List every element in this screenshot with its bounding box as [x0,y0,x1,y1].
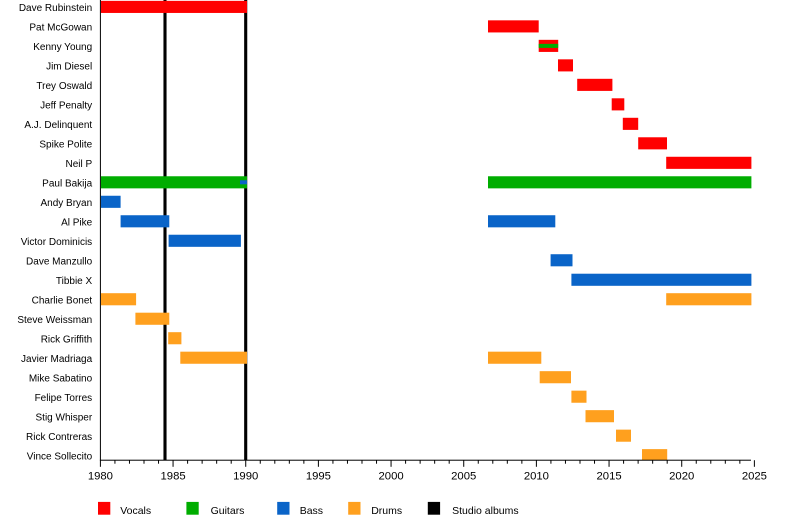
svg-text:Jeff Penalty: Jeff Penalty [40,101,92,112]
svg-text:2005: 2005 [451,471,476,483]
svg-text:Rick Contreras: Rick Contreras [26,432,92,443]
svg-text:2000: 2000 [379,471,404,483]
svg-text:Studio albums: Studio albums [452,505,519,517]
svg-text:Neil P: Neil P [66,159,93,170]
svg-text:1985: 1985 [161,471,186,483]
svg-text:Drums: Drums [371,505,402,517]
svg-text:Trey Oswald: Trey Oswald [36,81,92,92]
svg-text:Al Pike: Al Pike [61,217,93,228]
svg-text:Felipe Torres: Felipe Torres [35,393,93,404]
svg-text:2025: 2025 [742,471,767,483]
svg-text:Javier Madriaga: Javier Madriaga [21,354,93,365]
svg-text:Tibbie X: Tibbie X [56,276,93,287]
svg-text:Pat McGowan: Pat McGowan [29,23,92,34]
svg-text:Vocals: Vocals [120,505,151,517]
svg-text:1995: 1995 [306,471,331,483]
svg-text:Kenny Young: Kenny Young [33,42,92,53]
svg-text:Andy Bryan: Andy Bryan [40,198,92,209]
svg-text:Charlie Bonet: Charlie Bonet [32,295,93,306]
svg-text:Rick Griffith: Rick Griffith [41,334,93,345]
svg-text:2020: 2020 [669,471,694,483]
svg-text:Spike Polite: Spike Polite [39,140,92,151]
svg-text:Dave Rubinstein: Dave Rubinstein [19,3,92,14]
svg-text:Steve Weissman: Steve Weissman [17,315,92,326]
svg-text:Vince Sollecito: Vince Sollecito [27,451,93,462]
svg-text:1980: 1980 [88,471,113,483]
svg-text:2015: 2015 [597,471,622,483]
svg-text:Paul Bakija: Paul Bakija [42,179,92,190]
svg-text:Bass: Bass [300,505,323,517]
svg-text:1990: 1990 [233,471,258,483]
svg-text:Dave Manzullo: Dave Manzullo [26,256,93,267]
svg-text:A.J. Delinquent: A.J. Delinquent [24,120,92,131]
svg-text:Victor Dominicis: Victor Dominicis [21,237,93,248]
svg-text:2010: 2010 [524,471,549,483]
svg-text:Guitars: Guitars [211,505,245,517]
svg-text:Stig Whisper: Stig Whisper [36,412,93,423]
svg-text:Mike Sabatino: Mike Sabatino [29,373,93,384]
svg-text:Jim Diesel: Jim Diesel [46,62,92,73]
